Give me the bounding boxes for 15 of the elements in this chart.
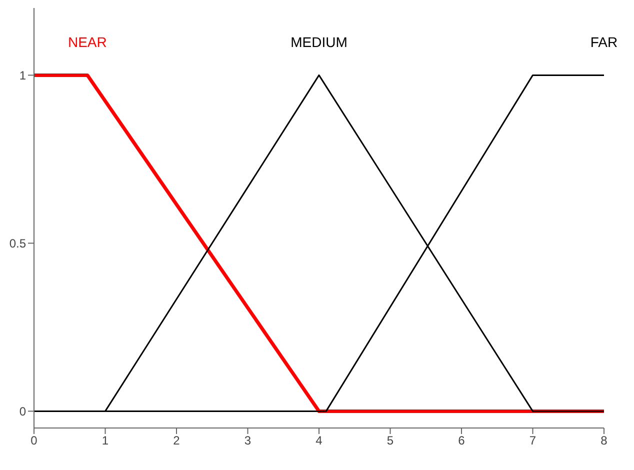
- x-tick-label: 5: [386, 434, 394, 448]
- y-tick-label: 0: [19, 404, 26, 418]
- x-tick-label: 4: [316, 434, 323, 448]
- y-tick-label: 1: [19, 68, 26, 82]
- x-tick-label: 6: [458, 434, 466, 448]
- x-tick-label: 1: [102, 434, 109, 448]
- series-label: NEAR: [68, 34, 107, 50]
- x-tick-label: 2: [173, 434, 180, 448]
- x-tick-label: 0: [30, 434, 38, 448]
- series-label: FAR: [590, 34, 618, 50]
- x-tick-label: 7: [529, 434, 536, 448]
- text: MEDIUM: [290, 34, 348, 50]
- y-tick-label: 0.5: [9, 236, 26, 250]
- x-tick-label: 3: [244, 434, 252, 448]
- x-tick-label: 8: [600, 434, 608, 448]
